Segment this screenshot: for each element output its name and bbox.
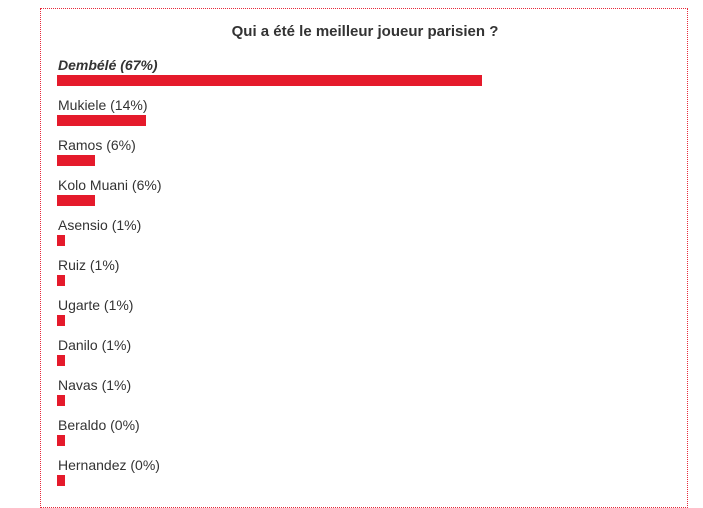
poll-result-bar <box>57 315 65 326</box>
poll-option: Danilo (1%) <box>57 337 617 377</box>
poll-option-label: Navas (1%) <box>58 377 132 393</box>
poll-result-bar <box>57 355 65 366</box>
poll-option: Navas (1%) <box>57 377 617 417</box>
poll-option-label: Ruiz (1%) <box>58 257 120 273</box>
poll-result-bar <box>57 395 65 406</box>
poll-option: Ruiz (1%) <box>57 257 617 297</box>
poll-result-bar <box>57 195 95 206</box>
poll-option: Ugarte (1%) <box>57 297 617 337</box>
poll-option-label: Asensio (1%) <box>58 217 142 233</box>
poll-option-label: Dembélé (67%) <box>58 57 158 73</box>
poll-result-bar <box>57 115 146 126</box>
poll-option-label: Mukiele (14%) <box>58 97 148 113</box>
poll-option: Beraldo (0%) <box>57 417 617 457</box>
poll-option: Mukiele (14%) <box>57 97 617 137</box>
poll-option-label: Beraldo (0%) <box>58 417 140 433</box>
poll-option: Hernandez (0%) <box>57 457 617 497</box>
poll-option-label: Danilo (1%) <box>58 337 132 353</box>
poll-result-bar <box>57 475 65 486</box>
poll-result-bar <box>57 235 65 246</box>
poll-title: Qui a été le meilleur joueur parisien ? <box>231 23 499 40</box>
poll-option: Ramos (6%) <box>57 137 617 177</box>
poll-option-label: Ramos (6%) <box>58 137 136 153</box>
poll-option: Kolo Muani (6%) <box>57 177 617 217</box>
poll-result-bar <box>57 75 482 86</box>
poll-option: Dembélé (67%) <box>57 57 617 97</box>
poll-option-label: Hernandez (0%) <box>58 457 160 473</box>
poll-result-bar <box>57 275 65 286</box>
poll-option-label: Ugarte (1%) <box>58 297 134 313</box>
poll-option-label: Kolo Muani (6%) <box>58 177 162 193</box>
poll-result-bar <box>57 435 65 446</box>
poll-result-bar <box>57 155 95 166</box>
poll-option: Asensio (1%) <box>57 217 617 257</box>
